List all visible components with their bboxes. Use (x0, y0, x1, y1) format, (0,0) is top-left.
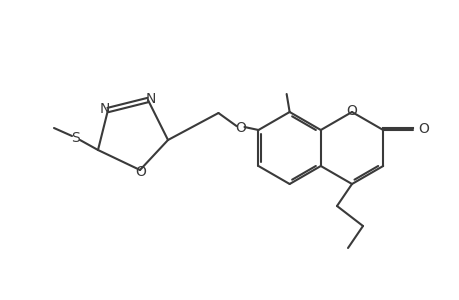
Text: O: O (346, 104, 357, 118)
Text: O: O (135, 165, 146, 179)
Text: O: O (235, 121, 246, 135)
Text: O: O (417, 122, 428, 136)
Text: N: N (100, 102, 110, 116)
Text: N: N (146, 92, 156, 106)
Text: S: S (72, 131, 80, 145)
